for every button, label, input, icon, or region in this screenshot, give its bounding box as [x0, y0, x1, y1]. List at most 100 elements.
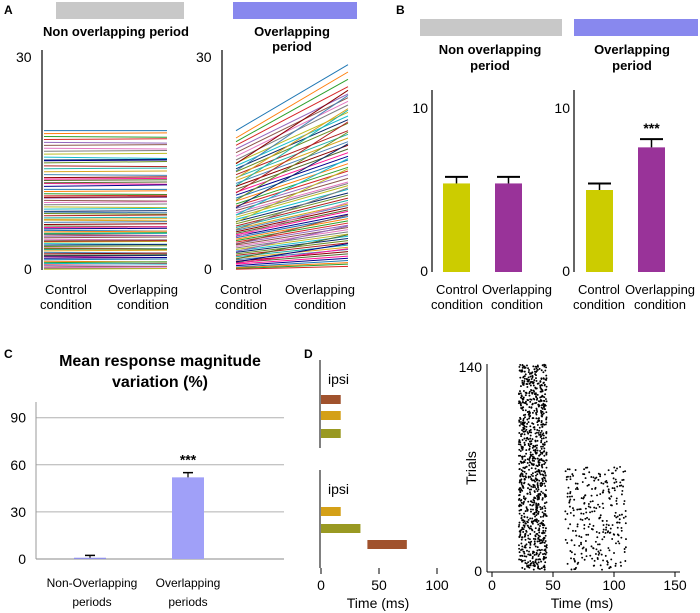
- spike: [524, 510, 527, 513]
- spike: [526, 549, 528, 552]
- spike: [529, 503, 532, 506]
- spike: [533, 426, 536, 429]
- spike: [521, 545, 524, 548]
- spike: [527, 432, 530, 435]
- spike: [541, 466, 544, 469]
- spike: [622, 516, 625, 519]
- spike: [536, 482, 539, 485]
- spike: [528, 484, 531, 487]
- spike: [594, 486, 597, 489]
- d-raster-xlabel: Time (ms): [551, 595, 613, 611]
- spike: [569, 523, 572, 526]
- series-line: [235, 166, 349, 205]
- spike: [568, 505, 571, 508]
- spike: [541, 532, 544, 535]
- spike: [537, 488, 540, 491]
- spike: [526, 418, 529, 421]
- spike: [574, 530, 577, 532]
- spike: [523, 377, 526, 380]
- spike: [545, 459, 548, 462]
- spike: [541, 425, 544, 428]
- panel-letter-a: A: [4, 3, 13, 17]
- spike: [529, 475, 532, 478]
- spike: [533, 554, 536, 556]
- series-line: [43, 167, 168, 170]
- spike: [543, 396, 546, 399]
- spike: [523, 437, 526, 440]
- series-line: [43, 194, 168, 197]
- spike: [540, 445, 543, 448]
- spike: [518, 439, 521, 441]
- series-line: [235, 163, 349, 202]
- spike: [529, 372, 532, 375]
- spike: [544, 423, 547, 426]
- spike: [523, 470, 526, 473]
- spike: [520, 472, 523, 475]
- spike: [523, 461, 526, 464]
- spike: [528, 431, 531, 434]
- spike: [534, 538, 537, 541]
- spike: [529, 491, 531, 494]
- spike: [519, 363, 522, 366]
- spike: [521, 421, 524, 424]
- spike: [536, 439, 539, 442]
- spike: [535, 558, 538, 561]
- spike: [584, 494, 587, 497]
- spike: [541, 415, 543, 418]
- spike: [532, 562, 535, 565]
- spike: [543, 363, 546, 366]
- d-timing-x-ticks: 0 50 100: [317, 568, 449, 593]
- spike: [598, 552, 601, 555]
- spike: [525, 392, 528, 395]
- series-line: [43, 252, 168, 255]
- spike: [599, 564, 602, 567]
- spike: [538, 469, 541, 472]
- spike: [525, 428, 528, 431]
- spike: [585, 549, 588, 552]
- spike: [522, 419, 525, 422]
- series-line: [235, 262, 349, 269]
- spike: [544, 507, 547, 510]
- spike: [541, 484, 544, 486]
- spike: [523, 555, 526, 558]
- spike: [535, 446, 538, 449]
- spike: [616, 515, 619, 518]
- spike: [605, 523, 608, 526]
- spike: [524, 443, 526, 446]
- spike: [542, 514, 545, 517]
- b-left-cat-control-line2: condition: [431, 297, 483, 312]
- spike: [526, 422, 529, 425]
- spike: [616, 485, 619, 488]
- bar: [172, 477, 204, 559]
- spike: [538, 558, 541, 561]
- spike: [538, 538, 541, 541]
- spike: [531, 438, 534, 441]
- spike: [534, 527, 537, 530]
- spike: [540, 469, 543, 472]
- spike: [624, 515, 627, 518]
- spike: [542, 476, 545, 479]
- series-line: [43, 213, 168, 215]
- series-line: [235, 182, 349, 216]
- spike: [525, 506, 528, 509]
- spike: [570, 568, 573, 571]
- spike: [581, 481, 584, 483]
- series-line: [43, 268, 168, 270]
- series-line: [43, 257, 168, 259]
- spike: [571, 495, 573, 498]
- spike: [615, 497, 618, 500]
- spike: [601, 538, 604, 541]
- spike: [528, 445, 531, 448]
- spike: [524, 497, 527, 500]
- spike: [566, 542, 569, 544]
- spike: [544, 548, 547, 551]
- spike: [544, 398, 547, 400]
- spike: [527, 367, 530, 370]
- spike: [593, 510, 596, 513]
- spike: [593, 564, 596, 567]
- series-line: [43, 243, 168, 246]
- spike: [524, 559, 526, 562]
- spike: [517, 498, 520, 501]
- spike: [602, 528, 605, 531]
- spike: [527, 399, 530, 402]
